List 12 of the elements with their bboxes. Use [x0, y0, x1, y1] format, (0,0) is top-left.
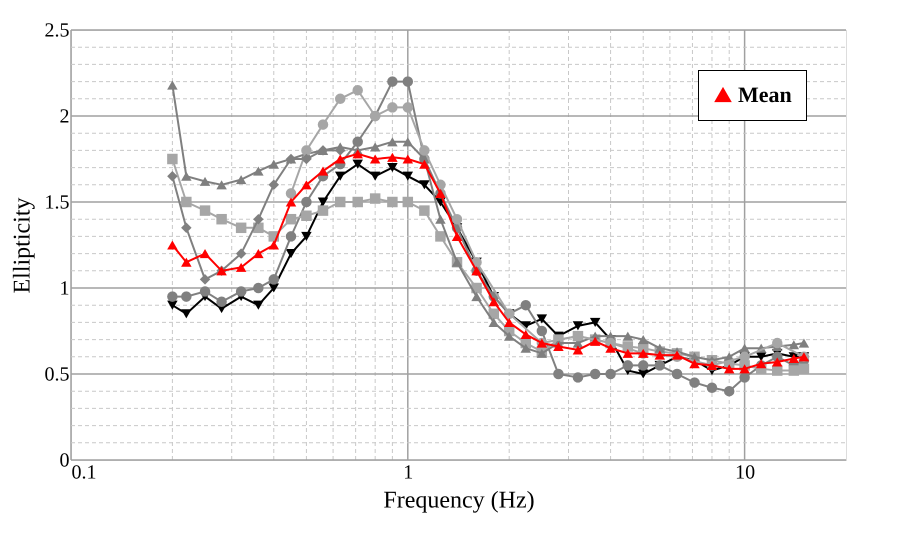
y-tick-label: 0.5 — [44, 364, 70, 386]
y-tick-label: 1.5 — [44, 192, 70, 214]
y-tick-label: 0 — [60, 450, 70, 472]
legend-label: Mean — [738, 82, 792, 107]
y-axis-title: Ellipticity — [10, 198, 36, 294]
y-tick-label: 2 — [60, 106, 70, 128]
x-axis-title: Frequency (Hz) — [383, 488, 535, 514]
y-tick-label: 2.5 — [44, 20, 70, 42]
x-tick-label: 0.1 — [72, 462, 96, 484]
y-tick-label: 1 — [60, 278, 70, 300]
x-tick-label: 1 — [403, 462, 414, 484]
x-tick-label: 10 — [735, 462, 756, 484]
